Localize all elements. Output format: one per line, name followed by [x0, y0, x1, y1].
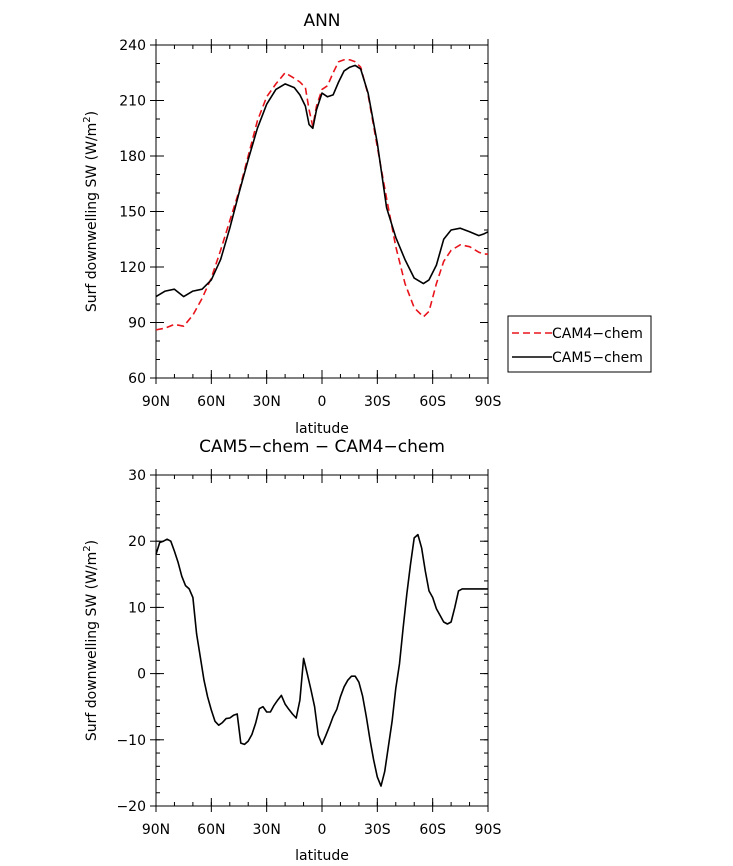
x-tick-label: 60N	[197, 394, 225, 410]
y-axis-title-main: Surf downwelling SW (W/m	[84, 123, 100, 312]
legend: CAM4−chem CAM5−chem	[507, 315, 652, 373]
y-tick-label: 30	[128, 468, 146, 484]
y-tick-label: 20	[128, 534, 146, 550]
y-tick-label: −10	[116, 733, 146, 749]
y-tick-label: 150	[119, 205, 146, 221]
x-tick-label: 90S	[475, 822, 502, 838]
y-axis-title-main: Surf downwelling SW (W/m	[84, 552, 100, 741]
x-tick-label: 0	[318, 394, 327, 410]
series-line-difference	[155, 533, 488, 787]
x-tick-label: 30N	[253, 394, 281, 410]
x-tick-label: 30S	[364, 394, 391, 410]
legend-label: CAM4−chem	[552, 326, 643, 342]
x-axis-title: latitude	[295, 848, 349, 864]
y-tick-label: 180	[119, 149, 146, 165]
y-axis-title: Surf downwelling SW (W/m2)	[82, 111, 100, 312]
y-tick-label: −20	[116, 799, 146, 815]
x-tick-label: 60S	[419, 822, 446, 838]
series-line-cam5-chem	[155, 64, 489, 298]
x-tick-label: 0	[318, 822, 327, 838]
y-tick-label: 60	[128, 371, 146, 387]
legend-box	[507, 315, 652, 373]
y-axis-title: Surf downwelling SW (W/m2)	[82, 540, 100, 741]
chart-title: ANN	[303, 11, 340, 31]
y-tick-label: 10	[128, 600, 146, 616]
y-tick-label: 90	[128, 316, 146, 332]
x-tick-label: 30N	[253, 822, 281, 838]
x-tick-label: 60S	[419, 394, 446, 410]
chart-title: CAM5−chem − CAM4−chem	[199, 437, 445, 457]
y-axis-title-close: )	[84, 111, 100, 116]
y-tick-label: 0	[137, 667, 146, 683]
x-tick-label: 60N	[197, 822, 225, 838]
x-tick-label: 90S	[475, 394, 502, 410]
series-line-cam4-chem	[155, 59, 488, 331]
y-axis-title-superscript: 2	[82, 545, 93, 551]
x-axis-title: latitude	[295, 421, 349, 437]
y-tick-label: 120	[119, 260, 146, 276]
x-tick-label: 90N	[142, 822, 170, 838]
legend-label: CAM5−chem	[552, 350, 643, 366]
x-tick-label: 30S	[364, 822, 391, 838]
top-panel-ann: ANN 60 90 120 150 180 210 240 90N 60N 30N 0 30S 60S 90…	[82, 11, 501, 437]
y-axis-title-superscript: 2	[82, 116, 93, 122]
y-axis-title-close: )	[84, 540, 100, 545]
plot-frame	[155, 474, 489, 807]
x-tick-label: 90N	[142, 394, 170, 410]
y-tick-label: 210	[119, 94, 146, 110]
y-tick-label: 240	[119, 38, 146, 54]
